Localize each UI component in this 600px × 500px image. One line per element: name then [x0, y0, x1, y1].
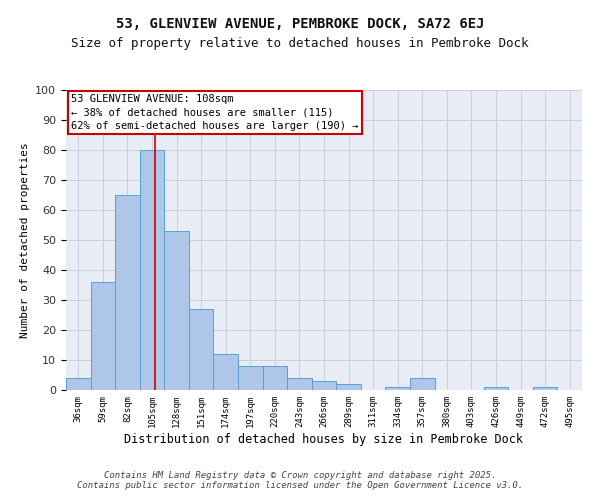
- Bar: [312, 381, 336, 390]
- Bar: [263, 366, 287, 390]
- Bar: [336, 384, 361, 390]
- Bar: [164, 231, 189, 390]
- Bar: [115, 195, 140, 390]
- Bar: [287, 378, 312, 390]
- Y-axis label: Number of detached properties: Number of detached properties: [20, 142, 30, 338]
- X-axis label: Distribution of detached houses by size in Pembroke Dock: Distribution of detached houses by size …: [125, 432, 523, 446]
- Bar: [238, 366, 263, 390]
- Bar: [140, 150, 164, 390]
- Bar: [91, 282, 115, 390]
- Text: Size of property relative to detached houses in Pembroke Dock: Size of property relative to detached ho…: [71, 38, 529, 51]
- Bar: [484, 387, 508, 390]
- Text: 53 GLENVIEW AVENUE: 108sqm
← 38% of detached houses are smaller (115)
62% of sem: 53 GLENVIEW AVENUE: 108sqm ← 38% of deta…: [71, 94, 359, 131]
- Bar: [214, 354, 238, 390]
- Bar: [66, 378, 91, 390]
- Text: 53, GLENVIEW AVENUE, PEMBROKE DOCK, SA72 6EJ: 53, GLENVIEW AVENUE, PEMBROKE DOCK, SA72…: [116, 18, 484, 32]
- Bar: [189, 309, 214, 390]
- Bar: [410, 378, 434, 390]
- Bar: [385, 387, 410, 390]
- Bar: [533, 387, 557, 390]
- Text: Contains HM Land Registry data © Crown copyright and database right 2025.
Contai: Contains HM Land Registry data © Crown c…: [77, 470, 523, 490]
